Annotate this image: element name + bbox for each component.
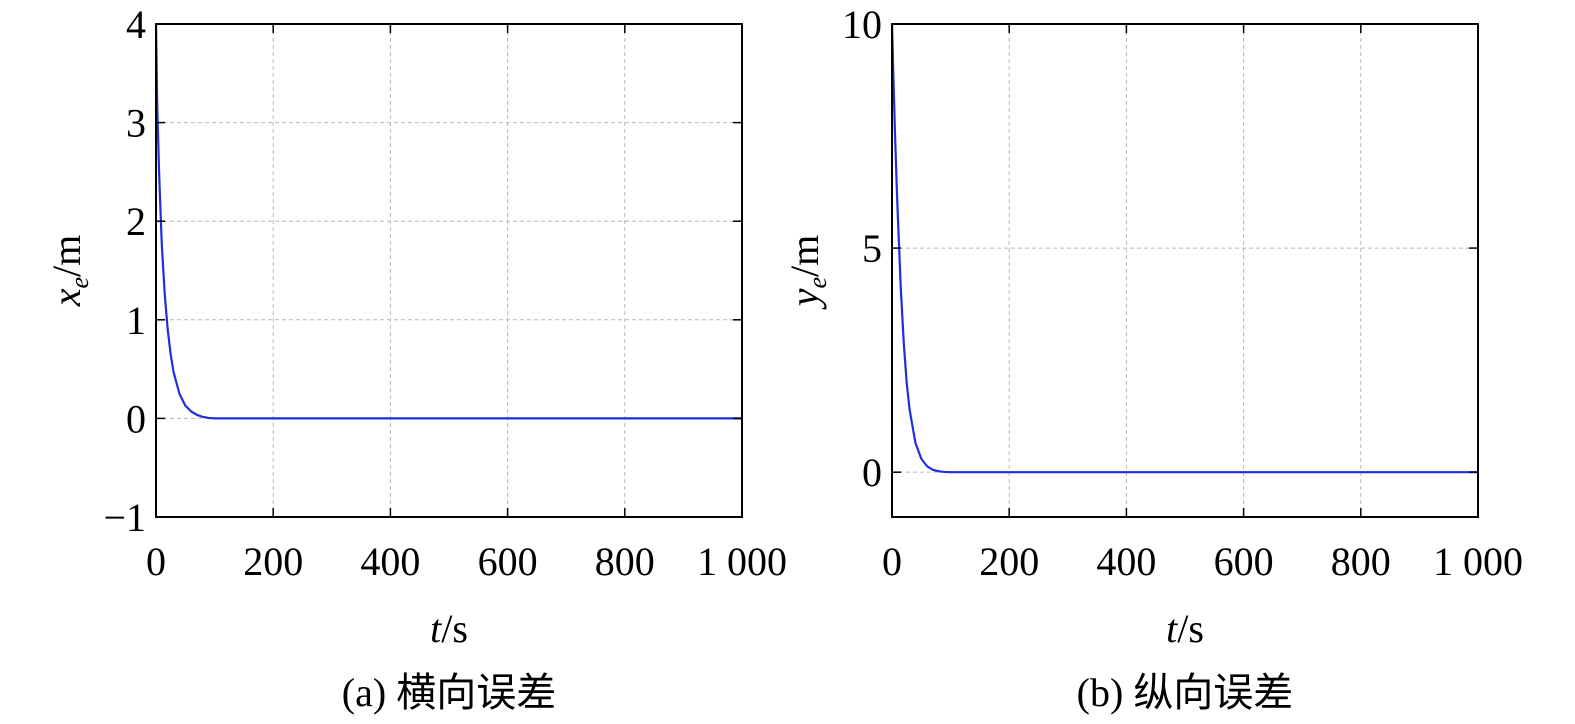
chart-panel-b: 0 200 400 600 800 1 000 0 5 10 t/s ye/m (b) 纵向误差 <box>782 2 1523 715</box>
x-axis-unit: /s <box>1177 606 1204 651</box>
x-tick-label: 400 <box>1096 539 1156 584</box>
plot-frame <box>155 23 743 518</box>
x-tick-label: 0 <box>882 539 902 584</box>
y-tick-label: 0 <box>862 450 882 495</box>
x-tick-label: 1 000 <box>697 539 787 584</box>
x-tick-label: 200 <box>243 539 303 584</box>
y-tick-label: 2 <box>126 199 146 244</box>
y-tick-label: 1 <box>126 298 146 343</box>
y-tick-label: 5 <box>862 226 882 271</box>
y-axis-unit: /m <box>782 235 827 277</box>
y-axis-var: y <box>782 288 827 310</box>
y-tick-label: 10 <box>842 2 882 47</box>
panel-caption: (b) 纵向误差 <box>1077 670 1294 715</box>
x-tick-label: 600 <box>1214 539 1274 584</box>
x-axis-var: t <box>1166 606 1178 651</box>
x-axis-label: t/s <box>1166 606 1204 651</box>
y-axis-label: ye/m <box>782 235 832 311</box>
x-tick-label: 0 <box>146 539 166 584</box>
x-tick-label: 800 <box>595 539 655 584</box>
series-line <box>154 23 742 420</box>
x-tick-label: 1 000 <box>1433 539 1523 584</box>
x-axis-label: t/s <box>430 606 468 651</box>
y-tick-label: 4 <box>126 2 146 47</box>
plot-frame <box>891 23 1479 518</box>
x-tick-label: 400 <box>360 539 420 584</box>
y-axis-label: xe/m <box>44 235 94 308</box>
y-tick-label: −1 <box>103 495 146 540</box>
series-line <box>890 23 1478 474</box>
x-tick-label: 600 <box>478 539 538 584</box>
y-axis-subscript: e <box>65 277 94 289</box>
panel-caption: (a) 横向误差 <box>342 670 556 715</box>
y-axis-unit: /m <box>44 235 89 277</box>
y-axis-subscript: e <box>803 277 832 289</box>
x-axis-var: t <box>430 606 442 651</box>
x-tick-label: 200 <box>979 539 1039 584</box>
x-axis-unit: /s <box>441 606 468 651</box>
y-tick-label: 3 <box>126 101 146 146</box>
x-tick-label: 800 <box>1331 539 1391 584</box>
y-axis-var: x <box>44 288 89 307</box>
y-tick-label: 0 <box>126 396 146 441</box>
